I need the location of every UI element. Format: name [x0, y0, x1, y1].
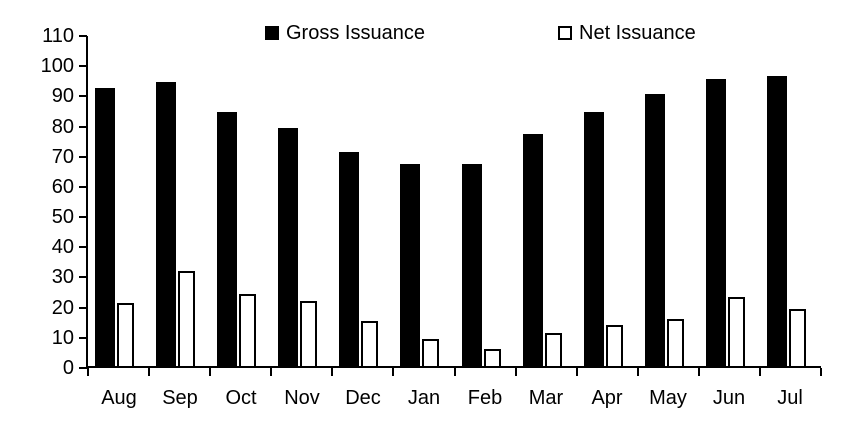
bar-net-jan — [422, 339, 439, 366]
bar-gross-feb — [462, 164, 482, 366]
y-tick-label-30: 30 — [51, 266, 74, 288]
x-axis-tick — [331, 368, 333, 376]
bar-net-jul — [789, 309, 806, 366]
y-tick-label-0: 0 — [62, 357, 74, 379]
x-tick-label-jun: Jun — [712, 387, 746, 409]
legend-label-gross-issuance: Gross Issuance — [286, 21, 425, 44]
x-axis-tick — [576, 368, 578, 376]
plot-area — [86, 36, 821, 368]
bar-gross-oct — [217, 112, 237, 366]
y-axis-tick — [79, 126, 87, 128]
x-tick-label-feb: Feb — [467, 387, 503, 409]
y-tick-label-40: 40 — [51, 236, 74, 258]
y-axis-tick — [79, 35, 87, 37]
bar-net-may — [667, 319, 684, 366]
y-tick-label-50: 50 — [51, 206, 74, 228]
x-tick-label-jan: Jan — [407, 387, 441, 409]
y-axis-tick — [79, 65, 87, 67]
bar-net-sep — [178, 271, 195, 366]
x-tick-label-oct: Oct — [225, 387, 257, 409]
x-tick-label-sep: Sep — [162, 387, 198, 409]
x-axis-tick — [515, 368, 517, 376]
net-issuance-swatch-icon — [558, 26, 572, 40]
x-axis-tick — [392, 368, 394, 376]
x-tick-label-dec: Dec — [345, 387, 381, 409]
legend-item-gross-issuance: Gross Issuance — [265, 20, 425, 46]
bar-gross-jun — [706, 79, 726, 366]
y-axis-tick — [79, 95, 87, 97]
bar-gross-mar — [523, 134, 543, 366]
bar-gross-aug — [95, 88, 115, 366]
y-tick-label-10: 10 — [51, 327, 74, 349]
bar-net-nov — [300, 301, 317, 366]
x-tick-label-may: May — [649, 387, 687, 409]
x-axis-tick — [87, 368, 89, 376]
y-axis-tick — [79, 367, 87, 369]
y-tick-label-100: 100 — [40, 55, 74, 77]
x-axis-tick — [270, 368, 272, 376]
bars-container — [88, 36, 821, 366]
bar-net-apr — [606, 325, 623, 366]
bar-net-mar — [545, 333, 562, 366]
y-tick-label-60: 60 — [51, 176, 74, 198]
legend-item-net-issuance: Net Issuance — [558, 20, 696, 46]
legend-label-net-issuance: Net Issuance — [579, 21, 696, 44]
y-tick-label-80: 80 — [51, 116, 74, 138]
bar-net-jun — [728, 297, 745, 366]
y-axis-tick — [79, 216, 87, 218]
x-tick-label-mar: Mar — [528, 387, 564, 409]
x-tick-label-nov: Nov — [284, 387, 320, 409]
x-axis-tick — [759, 368, 761, 376]
bar-net-dec — [361, 321, 378, 366]
y-axis-tick — [79, 307, 87, 309]
x-tick-label-apr: Apr — [591, 387, 623, 409]
x-axis-tick — [820, 368, 822, 376]
gross-issuance-swatch-icon — [265, 26, 279, 40]
y-axis-tick — [79, 276, 87, 278]
bar-net-aug — [117, 303, 134, 366]
y-tick-label-90: 90 — [51, 85, 74, 107]
bar-gross-sep — [156, 82, 176, 366]
x-axis-tick — [637, 368, 639, 376]
bar-gross-dec — [339, 152, 359, 366]
y-tick-label-70: 70 — [51, 146, 74, 168]
bar-gross-jan — [400, 164, 420, 366]
y-axis-tick — [79, 186, 87, 188]
y-axis-tick — [79, 337, 87, 339]
x-tick-label-jul: Jul — [777, 387, 803, 409]
y-tick-label-110: 110 — [42, 25, 74, 47]
bar-net-feb — [484, 349, 501, 366]
bar-gross-apr — [584, 112, 604, 366]
y-tick-label-20: 20 — [51, 297, 74, 319]
x-axis-tick — [454, 368, 456, 376]
bar-gross-may — [645, 94, 665, 366]
x-axis-tick — [209, 368, 211, 376]
bar-gross-jul — [767, 76, 787, 366]
y-axis-tick — [79, 246, 87, 248]
x-axis-tick — [698, 368, 700, 376]
y-axis-tick — [79, 156, 87, 158]
x-tick-label-aug: Aug — [101, 387, 137, 409]
bar-gross-nov — [278, 128, 298, 366]
bar-net-oct — [239, 294, 256, 366]
x-axis-tick — [148, 368, 150, 376]
